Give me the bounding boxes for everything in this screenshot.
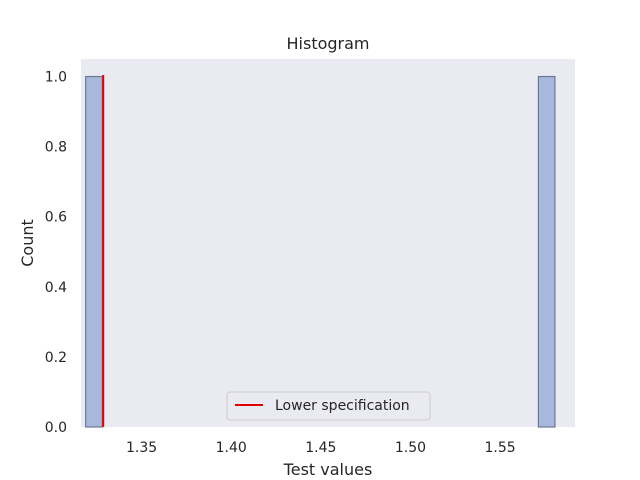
x-tick-label: 1.50 xyxy=(395,440,426,456)
x-tick-label: 1.35 xyxy=(126,440,157,456)
histogram-bar-1 xyxy=(85,75,103,428)
y-tick-label: 1.0 xyxy=(45,70,67,86)
y-tick-label: 0.4 xyxy=(45,280,67,296)
chart-title: Histogram xyxy=(287,34,370,53)
legend-label-lower-specification: Lower specification xyxy=(275,398,410,414)
x-tick-label: 1.40 xyxy=(216,440,247,456)
x-tick-label: 1.45 xyxy=(305,440,336,456)
legend: Lower specification xyxy=(226,391,431,421)
y-axis-label: Count xyxy=(18,219,37,267)
x-tick-labels: 1.35 1.40 1.45 1.50 1.55 xyxy=(126,440,516,456)
y-tick-label: 0.0 xyxy=(45,420,67,436)
legend-box xyxy=(226,391,431,421)
y-tick-label: 0.6 xyxy=(45,210,67,226)
y-tick-label: 0.2 xyxy=(45,350,67,366)
y-tick-label: 0.8 xyxy=(45,140,67,156)
bars-layer xyxy=(85,75,556,428)
x-tick-label: 1.55 xyxy=(484,440,515,456)
y-tick-labels: 0.0 0.2 0.4 0.6 0.8 1.0 xyxy=(45,70,67,436)
histogram-bar-2 xyxy=(537,75,556,428)
x-axis-label: Test values xyxy=(283,460,373,479)
plot-background xyxy=(81,59,575,427)
